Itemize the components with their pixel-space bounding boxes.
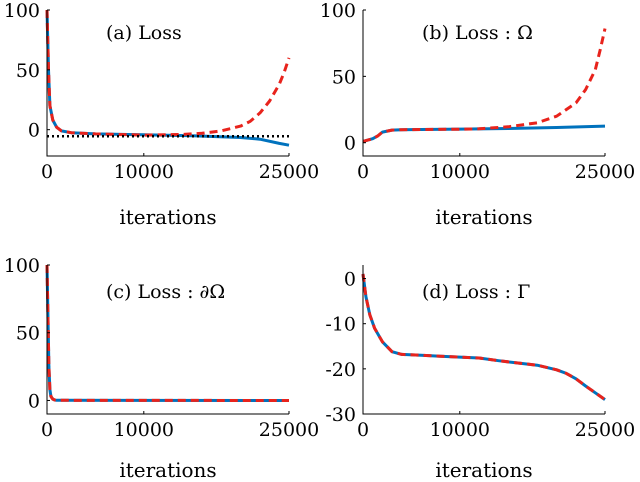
panel-b-series-group	[362, 28, 607, 143]
panel-b-y-tick-label: 100	[320, 0, 356, 22]
panel-a-x-tick-label: 10000	[114, 161, 174, 183]
panel-d-ticks: 0 10000 25000 0 -10 -20 -30	[325, 269, 635, 441]
panel-a-y-tick-label: 50	[16, 60, 40, 82]
panel-b-x-axis-label: iterations	[435, 205, 532, 229]
panel-b: 0 10000 25000 0 50 100 (b) Loss : Ω iteration…	[320, 0, 635, 229]
panel-d-y-tick-label: -20	[325, 359, 356, 381]
panel-c-y-tick-label: 50	[16, 323, 40, 345]
panel-b-plot-area	[363, 10, 605, 156]
panel-d-series-group	[361, 273, 606, 401]
panel-b-series-red-dashed	[362, 28, 607, 143]
panel-a-ticks: 0 10000 25000 0 50 100	[4, 0, 319, 183]
panel-a-x-axis-label: iterations	[119, 205, 216, 229]
panel-d-title: (d) Loss : Γ	[422, 281, 530, 303]
panel-b-title: (b) Loss : Ω	[422, 22, 533, 44]
panel-a-y-tick-label: 0	[28, 120, 40, 142]
panel-c-x-axis-label: iterations	[119, 458, 216, 482]
panel-c-x-tick-label: 25000	[259, 419, 319, 441]
panel-a-x-tick-label: 25000	[259, 161, 319, 183]
panel-d-x-tick-label: 25000	[575, 419, 635, 441]
panel-b-x-tick-label: 10000	[430, 161, 490, 183]
panel-d-y-tick-label: -30	[325, 404, 356, 426]
panel-b-series-blue-solid	[362, 124, 606, 143]
panel-a-series-red-dashed	[45, 9, 291, 137]
panel-b-y-tick-label: 0	[344, 133, 356, 155]
panel-b-x-tick-label: 25000	[575, 161, 635, 183]
panel-d-x-tick-label: 10000	[430, 419, 490, 441]
panel-b-x-tick-label: 0	[357, 161, 369, 183]
panel-a-y-tick-label: 100	[4, 0, 40, 22]
panel-d-series-red-dashed	[361, 273, 606, 401]
panel-d: 0 10000 25000 0 -10 -20 -30 (d) Loss : Γ itera…	[325, 265, 635, 482]
panel-c-series-group	[45, 264, 290, 402]
panel-a-plot-area	[47, 10, 289, 156]
panel-d-y-tick-label: -10	[325, 314, 356, 336]
panel-a-title: (a) Loss	[106, 22, 182, 44]
panel-d-x-axis-label: iterations	[435, 458, 532, 482]
panel-b-ticks: 0 10000 25000 0 50 100	[320, 0, 635, 183]
panel-a-series-group	[45, 9, 291, 147]
panel-d-plot-area	[363, 265, 605, 414]
panel-c-ticks: 0 10000 25000 0 50 100	[4, 255, 319, 441]
panel-c-y-tick-label: 100	[4, 255, 40, 277]
panel-c: 0 10000 25000 0 50 100 (c) Loss : ∂Ω iteratio…	[4, 255, 319, 482]
panel-c-x-tick-label: 0	[41, 419, 53, 441]
panel-c-series-red-dashed	[45, 264, 290, 402]
panel-a: 0 10000 25000 0 50 100 (a) Loss iterations	[4, 0, 319, 229]
panel-c-plot-area	[47, 265, 289, 414]
panel-c-y-tick-label: 0	[28, 390, 40, 412]
panel-d-x-tick-label: 0	[357, 419, 369, 441]
panel-c-x-tick-label: 10000	[114, 419, 174, 441]
panel-b-y-tick-label: 50	[332, 66, 356, 88]
panel-d-y-tick-label: 0	[344, 269, 356, 291]
panel-a-x-tick-label: 0	[41, 161, 53, 183]
panel-c-title: (c) Loss : ∂Ω	[106, 281, 225, 303]
